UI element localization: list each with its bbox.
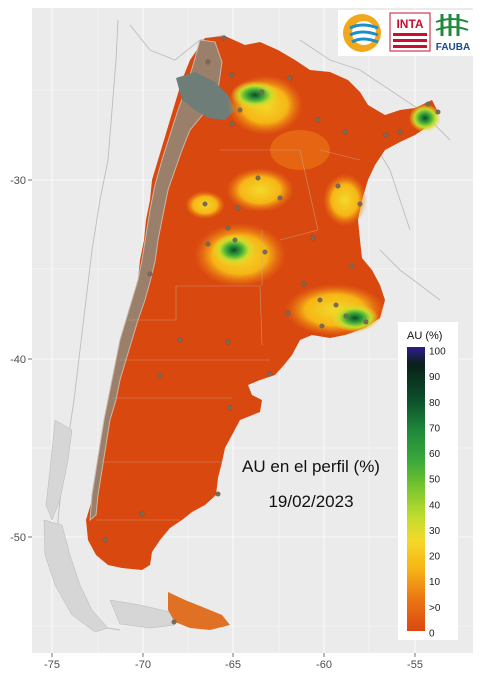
legend: AU (%) 100 90 80 70 60 50 40 30 20 10 >0 0	[398, 322, 458, 640]
fauba-logo: FAUBA	[435, 14, 470, 53]
legend-label: 100	[429, 347, 446, 358]
chile-islands	[43, 419, 176, 633]
legend-label: 40	[429, 500, 441, 511]
legend-label: >0	[429, 603, 441, 614]
x-tick-label: -70	[135, 659, 151, 671]
agency-circle-logo	[343, 14, 381, 52]
legend-label: 70	[429, 423, 441, 434]
y-tick-label: -40	[10, 354, 26, 366]
x-tick-label: -75	[44, 659, 60, 671]
puna-region	[176, 72, 235, 120]
inta-logo-text: INTA	[396, 17, 423, 31]
legend-label: 60	[429, 449, 441, 460]
legend-colorbar	[407, 347, 425, 631]
moisture-patches	[185, 75, 441, 336]
province-boundaries	[96, 149, 361, 521]
logos: INTA FAUBA	[338, 10, 473, 56]
x-tick-label: -65	[225, 659, 241, 671]
legend-label: 10	[429, 577, 441, 588]
legend-label: 90	[429, 372, 441, 383]
station-dots	[102, 35, 441, 625]
legend-label: 0	[429, 629, 435, 640]
y-axis	[28, 179, 32, 538]
x-axis	[51, 653, 416, 657]
tierra-del-fuego	[168, 592, 230, 630]
legend-label: 30	[429, 526, 441, 537]
legend-label: 20	[429, 552, 441, 563]
x-tick-label: -60	[316, 659, 332, 671]
y-tick-label: -30	[10, 175, 26, 187]
legend-title: AU (%)	[407, 330, 442, 342]
map-date: 19/02/2023	[268, 492, 353, 511]
fauba-logo-text: FAUBA	[436, 42, 470, 53]
y-tick-label: -50	[10, 532, 26, 544]
map-title: AU en el perfil (%)	[242, 457, 380, 476]
legend-label: 50	[429, 475, 441, 486]
x-tick-label: -55	[407, 659, 423, 671]
legend-label: 80	[429, 398, 441, 409]
inta-logo: INTA	[389, 12, 431, 52]
